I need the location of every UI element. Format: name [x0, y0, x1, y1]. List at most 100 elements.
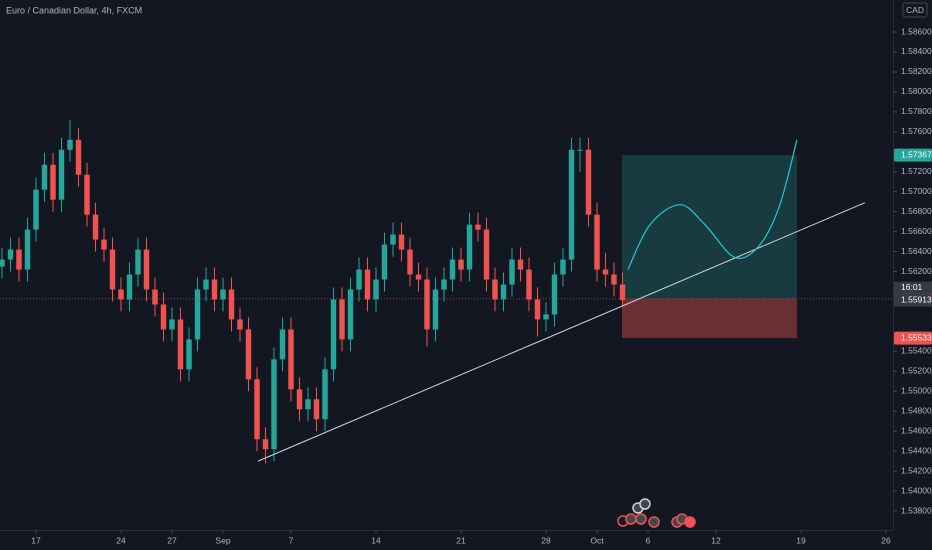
x-tick-label: 14: [371, 535, 381, 545]
y-tick-label: 1.57800: [901, 106, 932, 116]
candle-body: [449, 259, 456, 280]
event-icon: [625, 513, 637, 525]
candle-body: [347, 289, 354, 340]
x-tick-label: 12: [711, 535, 721, 545]
candle-body: [313, 399, 320, 420]
candle-body: [169, 319, 175, 330]
y-tick-label: 1.57200: [901, 166, 932, 176]
candle-body: [33, 189, 39, 230]
last-price-tag-bg: [894, 293, 932, 307]
event-icon: [648, 516, 660, 528]
candle-body: [381, 244, 388, 280]
stop-price-tag-bg: [894, 331, 932, 345]
candle-body: [211, 279, 218, 300]
countdown-bg: [894, 281, 932, 294]
y-tick-label: 1.55200: [901, 366, 932, 376]
y-tick-label: 1.56400: [901, 246, 932, 256]
candle-body: [330, 299, 337, 370]
candle-body: [160, 304, 167, 330]
candle-body: [296, 389, 303, 410]
candle-body: [611, 274, 617, 285]
candle-body: [466, 224, 473, 270]
y-tick-label: 1.56800: [901, 206, 932, 216]
candle-body: [0, 259, 5, 267]
target-price-tag: 1.57367: [901, 149, 932, 159]
x-tick-label: Oct: [590, 535, 604, 545]
candle-body: [279, 329, 286, 360]
candle-body: [364, 269, 371, 300]
x-tick-label: 6: [646, 535, 651, 545]
candle-body: [262, 439, 269, 450]
y-tick-label: 1.58200: [901, 66, 932, 76]
candle-body: [228, 289, 235, 320]
y-tick-label: 1.55000: [901, 386, 932, 396]
candle-body: [50, 164, 56, 200]
candle-body: [543, 314, 549, 320]
candle-body: [7, 249, 14, 260]
candle-body: [186, 339, 192, 370]
candle-body: [424, 279, 430, 330]
candle-body: [577, 149, 583, 151]
candle-body: [254, 379, 260, 440]
candle-body: [203, 279, 209, 290]
candle-body: [619, 284, 626, 301]
candle-body: [492, 279, 498, 300]
candle-body: [143, 249, 150, 290]
candle-body: [517, 259, 524, 270]
candle-body: [271, 359, 277, 450]
candle-body: [356, 269, 362, 290]
candle-body: [118, 289, 124, 300]
candle-body: [67, 139, 73, 150]
candle-body: [526, 269, 532, 300]
candle-body: [16, 249, 22, 270]
candle-body: [84, 174, 90, 215]
candle-body: [602, 269, 609, 275]
candle-body: [24, 229, 31, 270]
candle-body: [92, 214, 99, 240]
event-icon: [635, 513, 647, 525]
candle-body: [41, 164, 48, 190]
candle-body: [135, 249, 141, 275]
y-tick-label: 1.55400: [901, 346, 932, 356]
candle-body: [509, 259, 515, 285]
candle-body: [594, 214, 600, 270]
candle-body: [58, 149, 65, 200]
candle-body: [126, 274, 133, 300]
x-tick-label: 24: [116, 535, 126, 545]
candle-body: [483, 229, 490, 280]
plot-area: [0, 119, 893, 464]
stop-zone: [621, 298, 797, 339]
x-tick-label: 7: [289, 535, 294, 545]
candle-body: [322, 369, 328, 420]
countdown: 16:01: [901, 282, 923, 292]
candle-body: [415, 274, 422, 280]
x-tick-label: Sep: [215, 535, 230, 545]
y-tick-label: 1.57600: [901, 126, 932, 136]
y-tick-label: 1.54800: [901, 405, 932, 415]
y-tick-label: 1.54200: [901, 465, 932, 475]
candle-body: [390, 234, 396, 245]
target-zone: [621, 155, 797, 299]
x-tick-label: 17: [31, 535, 41, 545]
candle-body: [373, 279, 379, 300]
y-tick-label: 1.57000: [901, 186, 932, 196]
candle-body: [560, 259, 566, 275]
event-icon: [639, 498, 651, 510]
candle-body: [245, 329, 252, 380]
y-tick-label: 1.54400: [901, 445, 932, 455]
trendline: [257, 202, 866, 462]
candle-body: [288, 329, 294, 390]
candle-body: [109, 249, 116, 290]
y-tick-label: 1.56200: [901, 266, 932, 276]
candle-body: [585, 149, 592, 215]
y-tick-label: 1.58400: [901, 46, 932, 56]
x-tick-label: 21: [456, 535, 466, 545]
candle-body: [237, 319, 243, 330]
candle-body: [339, 299, 345, 340]
y-tick-label: 1.53800: [901, 505, 932, 515]
event-icon: [684, 516, 696, 528]
stop-price-tag: 1.55533: [901, 332, 932, 342]
candle-body: [194, 289, 201, 340]
y-tick-label: 1.58000: [901, 86, 932, 96]
